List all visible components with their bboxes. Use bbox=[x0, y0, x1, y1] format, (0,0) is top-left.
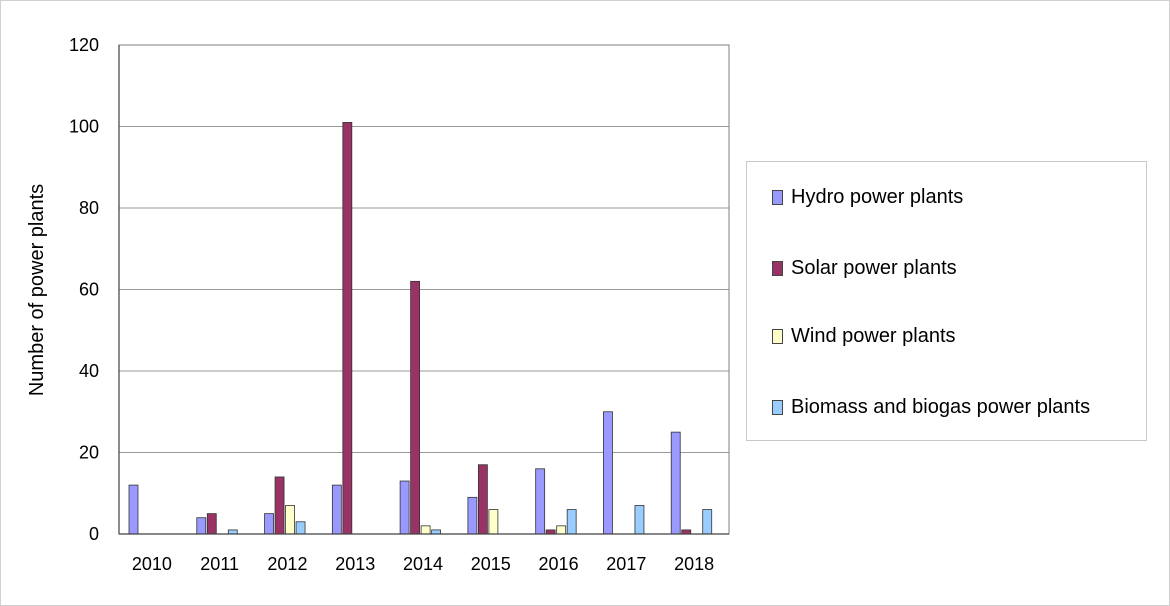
y-tick-label: 20 bbox=[79, 443, 99, 463]
bar-hydro-2011 bbox=[196, 517, 207, 535]
y-tick-label: 60 bbox=[79, 280, 99, 300]
x-tick-label: 2014 bbox=[403, 554, 443, 574]
bar-wind-2015 bbox=[488, 509, 499, 535]
bar-wind-2016 bbox=[556, 525, 567, 535]
legend-swatch-biomass bbox=[772, 399, 783, 415]
legend-label-wind: Wind power plants bbox=[791, 324, 956, 347]
bar-solar-2011 bbox=[206, 513, 217, 535]
bar-biomass-2014 bbox=[431, 529, 442, 535]
legend-swatch-hydro bbox=[772, 189, 783, 205]
bar-solar-2014 bbox=[410, 280, 421, 535]
grid-lines bbox=[119, 44, 729, 453]
x-tick-label: 2013 bbox=[335, 554, 375, 574]
bar-hydro-2017 bbox=[603, 411, 613, 535]
bar-hydro-2018 bbox=[670, 431, 681, 535]
legend-item-solar: Solar power plants bbox=[772, 256, 957, 280]
y-tick-label: 120 bbox=[69, 35, 99, 55]
y-tick-label: 100 bbox=[69, 117, 99, 137]
bar-hydro-2014 bbox=[399, 480, 410, 535]
x-tick-label: 2010 bbox=[132, 554, 172, 574]
x-tick-label: 2011 bbox=[200, 554, 239, 574]
bar-biomass-2012 bbox=[295, 521, 306, 535]
bar-solar-2013 bbox=[342, 122, 353, 535]
bar-hydro-2015 bbox=[467, 496, 478, 535]
x-tick-label: 2016 bbox=[539, 554, 579, 574]
legend: Hydro power plants Solar power plants Wi… bbox=[746, 161, 1147, 441]
bar-solar-2018 bbox=[681, 529, 692, 535]
y-tick-label: 0 bbox=[89, 524, 99, 544]
legend-label-biomass: Biomass and biogas power plants bbox=[791, 395, 1091, 418]
bar-solar-2015 bbox=[477, 464, 488, 535]
y-tick-label: 40 bbox=[79, 361, 99, 381]
bar-solar-2016 bbox=[545, 529, 556, 535]
x-tick-labels: 2010 2011 2012 2013 2014 2015 2016 2017 2018 bbox=[132, 554, 714, 574]
bar-biomass-2018 bbox=[702, 509, 713, 535]
bar-hydro-2012 bbox=[264, 513, 274, 535]
bar-solar-2012 bbox=[274, 476, 285, 535]
bar-wind-2012 bbox=[285, 505, 295, 535]
legend-swatch-solar bbox=[772, 260, 783, 276]
y-axis-title: Number of power plants bbox=[26, 184, 48, 396]
bar-hydro-2010 bbox=[128, 484, 139, 535]
legend-swatch-wind bbox=[772, 328, 783, 344]
axes bbox=[118, 44, 730, 535]
bar-hydro-2016 bbox=[535, 468, 546, 535]
bar-hydro-2013 bbox=[331, 484, 342, 535]
legend-item-wind: Wind power plants bbox=[772, 324, 956, 348]
bar-wind-2014 bbox=[420, 525, 431, 535]
legend-label-hydro: Hydro power plants bbox=[791, 185, 964, 208]
bar-biomass-2017 bbox=[634, 505, 645, 535]
bars bbox=[128, 122, 713, 535]
legend-label-solar: Solar power plants bbox=[791, 256, 957, 279]
legend-item-biomass: Biomass and biogas power plants bbox=[772, 395, 1090, 419]
y-tick-label: 80 bbox=[79, 198, 99, 218]
x-tick-label: 2015 bbox=[471, 554, 511, 574]
bar-biomass-2016 bbox=[566, 509, 577, 535]
x-tick-label: 2012 bbox=[267, 554, 307, 574]
x-tick-label: 2018 bbox=[674, 554, 714, 574]
legend-item-hydro: Hydro power plants bbox=[772, 185, 963, 209]
y-tick-labels: 0 20 40 60 80 100 120 bbox=[69, 35, 99, 544]
bar-biomass-2011 bbox=[227, 529, 238, 535]
x-tick-label: 2017 bbox=[606, 554, 646, 574]
